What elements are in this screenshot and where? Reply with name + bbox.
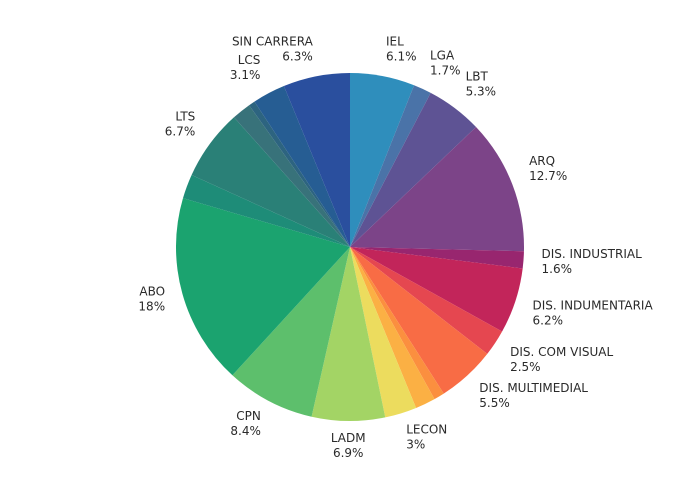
slice-value-sin-carrera: 6.3% [282,50,313,64]
slice-value-dis-multimedial: 5.5% [479,396,510,410]
slice-label-cpn: CPN [236,409,261,423]
slice-value-iel: 6.1% [386,49,417,63]
pie-slice-dis-indumentaria [350,247,523,332]
pie-slice-dis-industrial [350,247,524,269]
slice-label-dis-com-visual: DIS. COM VISUAL [510,345,613,359]
slice-value-lcs: 3.1% [230,68,261,82]
slice-value-ladm: 6.9% [333,446,364,460]
pie-slice-dis-multimedial [350,247,488,394]
slice-label-ladm: LADM [331,431,366,445]
pie-slice-lts [191,117,350,247]
pie-slice-unlabeled-14 [182,174,350,247]
pie-slice-unlabeled-9 [350,247,435,408]
pie-slices [175,73,525,422]
slice-value-dis-industrial: 1.6% [542,262,573,276]
slice-label-sin-carrera: SIN CARRERA [232,35,314,49]
pie-slice-lbt [350,92,477,247]
slice-value-cpn: 8.4% [230,424,261,438]
slice-value-lts: 6.7% [165,124,196,138]
pie-slice-sin-carrera [283,73,350,247]
pie-slice-unlabeled-16 [234,105,350,247]
pie-slice-unlabeled-17 [249,101,350,247]
slice-label-lcs: LCS [238,53,261,67]
slice-label-dis-indumentaria: DIS. INDUMENTARIA [533,299,654,313]
slice-value-arq: 12.7% [529,169,567,183]
pie-slice-lecon [350,247,417,418]
slice-label-arq: ARQ [529,154,555,168]
slice-label-lecon: LECON [406,423,447,437]
slice-value-lbt: 5.3% [466,85,497,99]
pie-slice-dis-com-visual [350,247,503,354]
slice-label-lbt: LBT [466,70,489,84]
pie-slice-abo [175,198,350,376]
slice-value-dis-indumentaria: 6.2% [533,314,564,328]
pie-slice-lcs [254,86,350,247]
slice-value-dis-com-visual: 2.5% [510,360,540,374]
slice-value-lecon: 3% [406,438,425,452]
pie-slice-arq [350,127,525,252]
pie-slice-unlabeled-8 [350,247,444,400]
slice-label-dis-industrial: DIS. INDUSTRIAL [542,247,643,261]
pie-slice-ladm [311,247,386,422]
slice-label-lts: LTS [175,109,195,123]
pie-slice-iel [350,73,415,247]
slice-value-lga: 1.7% [430,64,461,78]
slice-value-abo: 18% [138,300,165,314]
pie-slice-cpn [232,247,350,417]
slice-label-lga: LGA [430,49,455,63]
slice-label-dis-multimedial: DIS. MULTIMEDIAL [479,381,588,395]
pie-slice-lga [350,85,431,247]
slice-label-abo: ABO [139,285,165,299]
slice-label-iel: IEL [386,34,404,48]
